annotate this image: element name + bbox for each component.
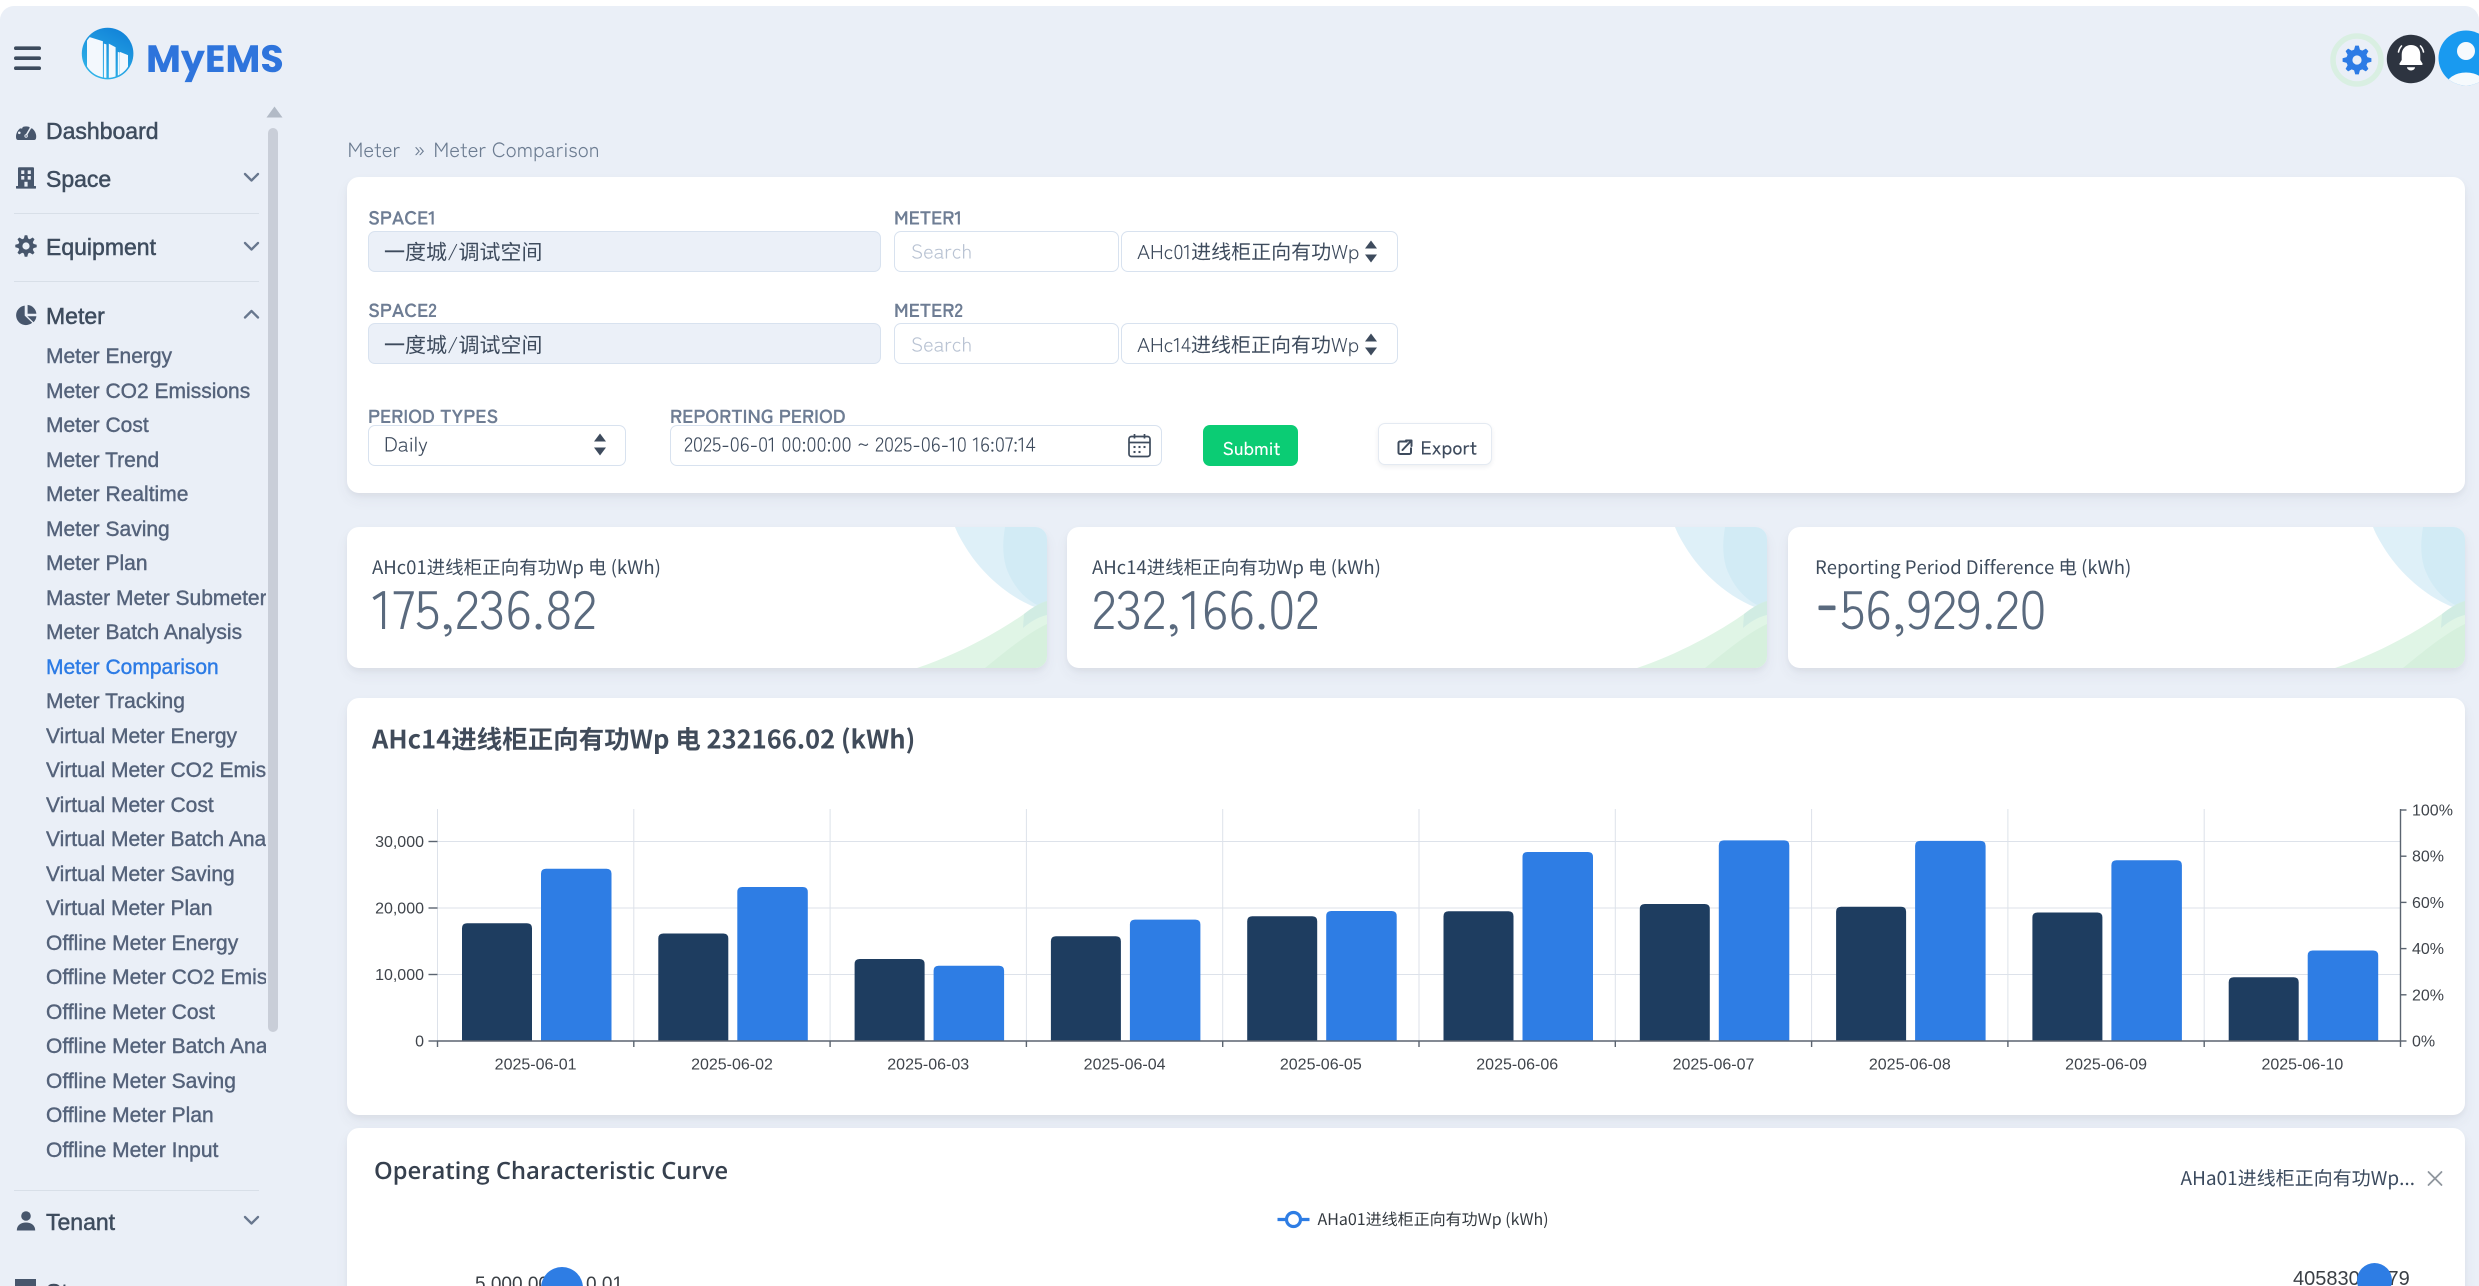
svg-text:2025-06-01: 2025-06-01: [495, 1057, 577, 1074]
svg-text:2025-06-08: 2025-06-08: [1869, 1057, 1951, 1074]
svg-text:60%: 60%: [2412, 895, 2444, 912]
svg-text:2025-06-06: 2025-06-06: [1476, 1057, 1558, 1074]
svg-text:20%: 20%: [2412, 987, 2444, 1004]
svg-text:80%: 80%: [2412, 849, 2444, 866]
svg-text:100%: 100%: [2412, 803, 2453, 820]
svg-text:2025-06-04: 2025-06-04: [1084, 1057, 1166, 1074]
svg-text:2025-06-09: 2025-06-09: [2065, 1057, 2147, 1074]
svg-text:0: 0: [415, 1034, 424, 1051]
svg-text:40%: 40%: [2412, 941, 2444, 958]
svg-text:2025-06-05: 2025-06-05: [1280, 1057, 1362, 1074]
svg-text:10,000: 10,000: [375, 967, 424, 984]
svg-text:2025-06-03: 2025-06-03: [887, 1057, 969, 1074]
svg-text:2025-06-02: 2025-06-02: [691, 1057, 773, 1074]
svg-text:0%: 0%: [2412, 1034, 2435, 1051]
svg-text:30,000: 30,000: [375, 834, 424, 851]
svg-text:2025-06-10: 2025-06-10: [2261, 1057, 2343, 1074]
svg-text:20,000: 20,000: [375, 901, 424, 918]
svg-text:0.01: 0.01: [586, 1274, 623, 1286]
svg-text:5,000.00: 5,000.00: [475, 1274, 549, 1286]
svg-text:4058302.979: 4058302.979: [2293, 1268, 2410, 1286]
svg-text:2025-06-07: 2025-06-07: [1673, 1057, 1755, 1074]
